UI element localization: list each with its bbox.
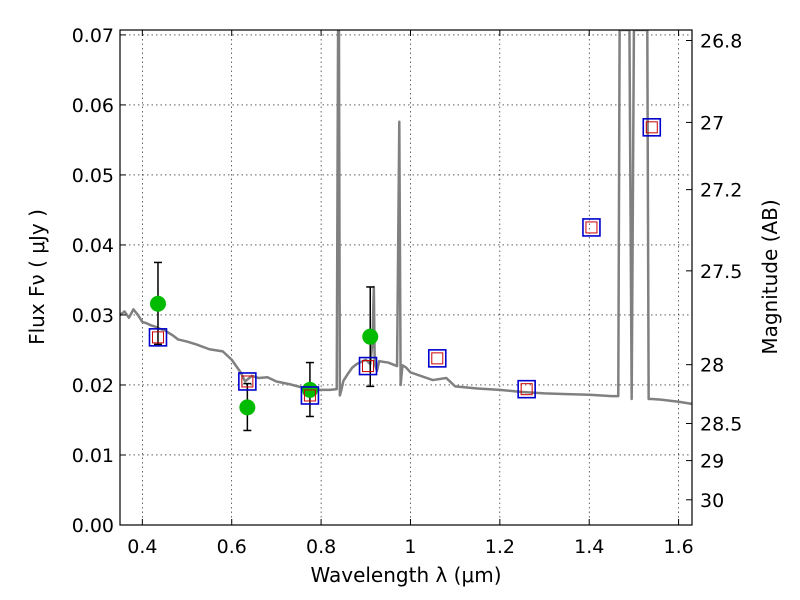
model-band-inner-square <box>431 352 444 365</box>
model-spectrum-line <box>120 30 692 406</box>
x-tick-label: 0.6 <box>217 536 247 558</box>
observed-point <box>362 328 379 345</box>
model-band-inner-square <box>362 360 375 373</box>
y2-tick-label: 27 <box>700 112 724 134</box>
y2-axis-title: Magnitude (AB) <box>758 199 782 354</box>
y2-tick-label: 27.5 <box>700 261 742 283</box>
observed-point <box>239 399 256 416</box>
x-tick-label: 0.4 <box>127 536 157 558</box>
x-tick-label: 1.6 <box>663 536 693 558</box>
y-tick-label: 0.00 <box>72 515 114 537</box>
y-tick-label: 0.06 <box>72 95 114 117</box>
y-axis-title: Flux Fν ( μJy ) <box>25 209 49 345</box>
observed-points-layer <box>149 295 379 416</box>
model-band-square <box>427 349 447 368</box>
x-axis-title: Wavelength λ (μm) <box>310 563 501 587</box>
model-band-layer <box>148 118 662 405</box>
y-tick-label: 0.02 <box>72 375 114 397</box>
y-tick-label: 0.07 <box>72 25 114 47</box>
y2-tick-label: 27.2 <box>700 180 742 202</box>
y-tick-label: 0.04 <box>72 235 114 257</box>
y2-tick-label: 28 <box>700 355 724 377</box>
model-band-inner-square <box>303 389 316 402</box>
x-tick-label: 1 <box>404 536 416 558</box>
y2-tick-label: 28.5 <box>700 413 742 435</box>
model-band-square <box>517 379 536 399</box>
model-spectrum-layer <box>120 30 692 406</box>
plot-frame <box>119 29 693 526</box>
x-tick-label: 0.8 <box>306 536 336 558</box>
errorbar-layer <box>153 261 375 432</box>
y-tick-label: 0.05 <box>72 165 114 187</box>
x-tick-label: 1.4 <box>574 536 604 558</box>
model-band-inner-square <box>520 383 533 396</box>
y2-tick-label: 30 <box>700 490 724 512</box>
model-band-square <box>642 118 662 137</box>
model-band-square <box>300 386 320 405</box>
model-band-inner-square <box>151 331 164 344</box>
ticks-layer: 0.4 0.6 0.8 1 1.2 1.4 1.6 0.00 0.01 0.02 0.03 0.04 0… <box>72 25 743 558</box>
model-band-square <box>238 372 257 391</box>
y-tick-label: 0.03 <box>72 305 114 327</box>
model-band-square <box>582 218 601 237</box>
x-tick-label: 1.2 <box>485 536 515 558</box>
y2-tick-label: 29 <box>700 451 724 473</box>
y2-tick-label: 26.8 <box>700 31 742 53</box>
model-band-inner-square <box>585 221 598 234</box>
grid-lines <box>120 30 692 525</box>
model-band-square <box>148 328 168 347</box>
model-band-inner-square <box>241 375 254 388</box>
model-band-inner-square <box>645 121 658 134</box>
observed-point <box>149 295 166 312</box>
model-band-square <box>358 356 378 376</box>
y-tick-label: 0.01 <box>72 445 114 467</box>
